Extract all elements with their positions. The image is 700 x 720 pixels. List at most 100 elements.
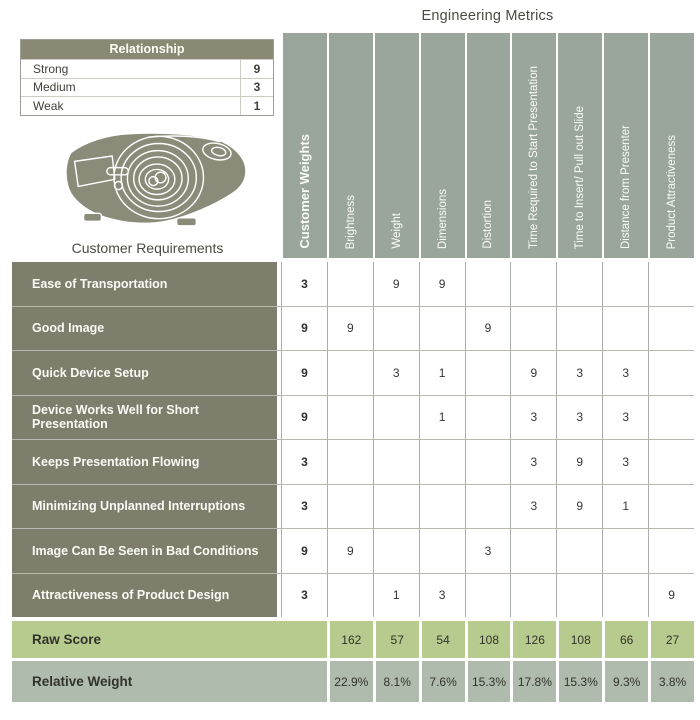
relationship-value: 3 [602, 440, 649, 484]
relationship-value: 1 [372, 573, 419, 617]
relationship-value: 9 [326, 529, 373, 573]
relationship-value [418, 484, 465, 528]
customer-weight-value: 3 [281, 573, 327, 617]
relationship-value [510, 306, 557, 350]
relationship-legend: Relationship Strong 9 Medium 3 Weak 1 [20, 39, 274, 116]
relative-weight-value: 15.3% [556, 661, 603, 702]
legend-row: Strong 9 [21, 59, 273, 78]
relative-weight-value: 22.9% [326, 661, 373, 702]
relationship-value [326, 440, 373, 484]
relationship-value [556, 573, 603, 617]
column-header-label: Time to Insert/ Pull out Slide [574, 105, 587, 249]
relationship-value: 9 [510, 351, 557, 395]
relationship-value [418, 529, 465, 573]
customer-weight-value: 3 [281, 440, 327, 484]
column-header-label: Distance from Presenter [620, 125, 633, 249]
relationship-value: 1 [418, 351, 465, 395]
relationship-value [556, 262, 603, 306]
matrix-row: Quick Device Setup 9 3 1 9 3 3 [12, 350, 694, 395]
relationship-value [464, 440, 511, 484]
relationship-value [648, 306, 694, 350]
relationship-value [372, 395, 419, 439]
raw-score-value: 126 [510, 621, 557, 658]
requirement-label: Quick Device Setup [12, 351, 281, 395]
relationship-value: 9 [556, 440, 603, 484]
relationship-value: 1 [418, 395, 465, 439]
legend-label: Medium [33, 80, 76, 94]
relationship-value [372, 440, 419, 484]
relationship-value [326, 484, 373, 528]
legend-label: Strong [33, 61, 69, 76]
legend-value: 3 [240, 78, 273, 96]
legend-value: 9 [240, 60, 273, 78]
relationship-value: 3 [602, 395, 649, 439]
relative-weight-row: Relative Weight 22.9% 8.1% 7.6% 15.3% 17… [12, 661, 694, 702]
relationship-value: 3 [510, 395, 557, 439]
relationship-value [372, 484, 419, 528]
column-header-label: Dimensions [436, 188, 449, 249]
legend-value: 1 [240, 97, 273, 115]
relationship-value [464, 484, 511, 528]
relationship-value [326, 262, 373, 306]
raw-score-label: Raw Score [12, 621, 327, 658]
relationship-value [326, 395, 373, 439]
requirement-label: Good Image [12, 306, 281, 350]
matrix-row: Good Image 9 9 9 [12, 305, 694, 350]
raw-score-value: 54 [418, 621, 465, 658]
relative-weight-value: 7.6% [418, 661, 465, 702]
column-header-product-attractiveness: Product Attractiveness [648, 33, 694, 258]
column-header-time-required-to-start-presentation: Time Required to Start Presentation [510, 33, 557, 258]
relationship-value: 3 [372, 351, 419, 395]
header-band: Relationship Strong 9 Medium 3 Weak 1 [12, 33, 694, 258]
relationship-value [326, 351, 373, 395]
column-header-label: Brightness [344, 194, 357, 249]
relationship-value [464, 573, 511, 617]
relationship-value [464, 262, 511, 306]
column-header-weight: Weight [372, 33, 419, 258]
raw-score-row: Raw Score 162 57 54 108 126 108 66 27 [12, 621, 694, 658]
relationship-value: 9 [648, 573, 694, 617]
relationship-value [510, 573, 557, 617]
requirement-label: Image Can Be Seen in Bad Conditions [12, 529, 281, 573]
relationship-value: 9 [418, 262, 465, 306]
matrix-row: Device Works Well for Short Presentation… [12, 394, 694, 439]
relative-weight-value: 17.8% [510, 661, 557, 702]
relative-weight-value: 15.3% [464, 661, 511, 702]
relationship-value [556, 306, 603, 350]
relationship-value [648, 529, 694, 573]
relationship-value [602, 529, 649, 573]
customer-weight-value: 3 [281, 262, 327, 306]
relationship-value: 3 [602, 351, 649, 395]
relationship-value: 3 [510, 440, 557, 484]
raw-score-value: 162 [326, 621, 373, 658]
customer-weight-value: 9 [281, 351, 327, 395]
relative-weight-label: Relative Weight [12, 661, 327, 702]
relationship-value [602, 573, 649, 617]
customer-requirements-label: Customer Requirements [71, 239, 224, 256]
column-header-time-to-insert-pull-out-slide: Time to Insert/ Pull out Slide [556, 33, 603, 258]
column-header-customer-weights: Customer Weights [281, 33, 327, 258]
relationship-value [464, 351, 511, 395]
legend-label: Weak [33, 98, 64, 113]
customer-weight-value: 3 [281, 484, 327, 528]
column-header-distance-from-presenter: Distance from Presenter [602, 33, 649, 258]
relative-weight-value: 8.1% [372, 661, 419, 702]
relationship-value [648, 484, 694, 528]
raw-score-value: 108 [464, 621, 511, 658]
relationship-value: 1 [602, 484, 649, 528]
page-title: Engineering Metrics [421, 8, 554, 24]
relationship-value: 3 [556, 351, 603, 395]
requirement-label: Keeps Presentation Flowing [12, 440, 281, 484]
relationship-value: 3 [464, 529, 511, 573]
relationship-value: 9 [326, 306, 373, 350]
column-header-distortion: Distortion [464, 33, 511, 258]
relationship-value [326, 573, 373, 617]
relationship-value [510, 529, 557, 573]
column-header-label: Time Required to Start Presentation [528, 65, 541, 249]
relationship-value: 9 [464, 306, 511, 350]
raw-score-value: 57 [372, 621, 419, 658]
relationship-value [648, 351, 694, 395]
qfd-matrix: Relationship Strong 9 Medium 3 Weak 1 [12, 33, 694, 702]
requirement-label: Ease of Transportation [12, 262, 281, 306]
legend-row: Medium 3 [21, 77, 273, 96]
